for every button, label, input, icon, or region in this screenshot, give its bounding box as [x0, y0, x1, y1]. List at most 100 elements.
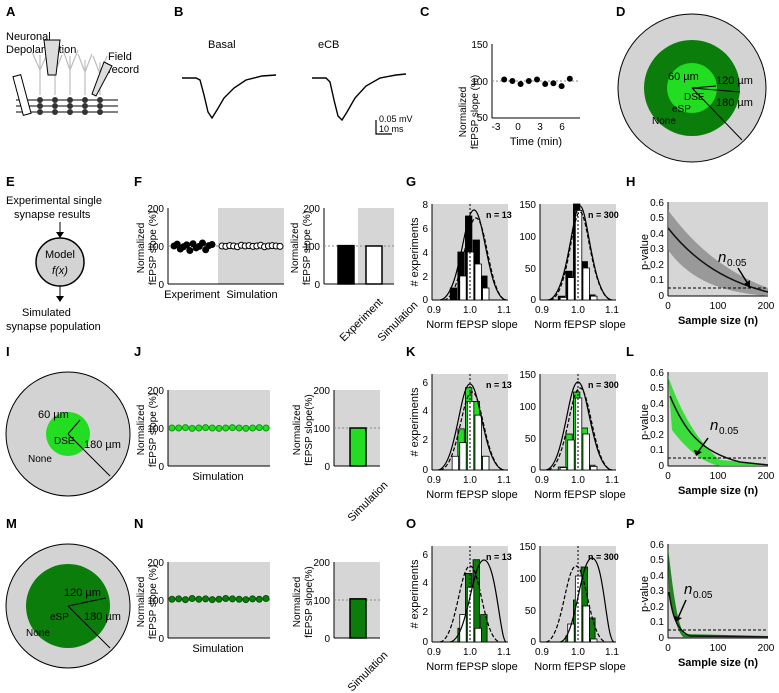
n-simulation-point — [242, 596, 250, 604]
o-left-ytick-2: 2 — [422, 607, 428, 618]
h-xtick-200: 200 — [758, 301, 775, 312]
l-ytick-0.4: 0.4 — [650, 399, 664, 410]
k-left-xtick-1.1: 1.1 — [497, 475, 511, 486]
n-simulation-point — [181, 596, 189, 604]
panel-j-chart: Normalized fEPSP slope (%) 200 100 0 Sim… — [136, 386, 390, 524]
g-left-ytick-4: 4 — [422, 248, 428, 259]
g-left-bar-simulation — [474, 263, 482, 301]
c-ytick-100: 100 — [471, 77, 488, 88]
f-ylabel-1: Normalized — [136, 223, 147, 274]
d-dse-label: DSE — [684, 92, 705, 103]
g-right-bar-simulation — [567, 277, 575, 301]
o-left-bar-control — [466, 586, 475, 643]
k-left-ytick-0: 0 — [422, 465, 428, 476]
f-cat-simulation: Simulation — [226, 289, 277, 301]
g-right-ytick-150: 150 — [519, 200, 536, 211]
n-ylabel-2: fEPSP slope (%) — [148, 565, 159, 639]
k-left-n-label: n = 13 — [486, 380, 512, 390]
panel-letter-k: K — [406, 344, 416, 359]
l-ytick-0.3: 0.3 — [650, 414, 664, 425]
g-right-xtick-1.0: 1.0 — [571, 305, 585, 316]
l-annot-arrowhead — [694, 450, 702, 456]
o-left-xtick-1.1: 1.1 — [497, 647, 511, 658]
i-r1-label: 60 µm — [38, 409, 69, 421]
i-r3-label: 180 µm — [84, 439, 121, 451]
h-xlabel: Sample size (n) — [678, 315, 758, 327]
c-point — [566, 75, 573, 82]
h-ci-band — [668, 210, 768, 296]
g-right-n-label: n = 300 — [588, 210, 619, 220]
h-annot-n: n — [718, 249, 726, 266]
n-bar-simulation — [349, 598, 367, 639]
p-ytick-0.6: 0.6 — [650, 540, 664, 551]
g-left-bar-simulation — [466, 251, 475, 301]
o-right-ytick-50: 50 — [525, 606, 537, 617]
n-simulation-point — [202, 595, 210, 603]
l-annot-sub: 0.05 — [719, 426, 739, 437]
o-left-ytick-6: 6 — [422, 550, 428, 561]
o-right-ytick-100: 100 — [519, 574, 536, 585]
p-xtick-100: 100 — [710, 643, 727, 654]
k-left-xtick-1.0: 1.0 — [463, 475, 477, 486]
n-ytick-100: 100 — [147, 596, 164, 607]
o-ylabel: # experiments — [409, 559, 421, 629]
j-right-ylabel-2: fEPSP slope(%) — [304, 394, 315, 466]
f-bars — [337, 244, 383, 285]
trace-basal — [182, 74, 277, 120]
g-left-fit-dashed — [443, 217, 507, 301]
n-simulation-point — [222, 594, 230, 602]
j-simulation-point — [222, 424, 230, 432]
j-simulation-point — [235, 424, 243, 432]
j-bar-simulation — [349, 427, 367, 467]
f-ytick-0: 0 — [158, 280, 164, 291]
panel-g-histograms: # experiments n = 13 8 6 4 2 0 0.9 1.0 1… — [409, 200, 626, 331]
synapse-dots — [37, 97, 103, 115]
stimulating-electrode — [12, 74, 32, 116]
f-ytick-100: 100 — [147, 242, 164, 253]
n-simulation-point — [195, 595, 203, 603]
e-top-line1: Experimental single — [6, 195, 102, 207]
panel-o-histograms: # experiments n = 13 6 4 2 0 0.9 1.0 1.1… — [409, 542, 626, 673]
model-circle — [35, 237, 85, 287]
h-annot-sub: 0.05 — [727, 258, 747, 269]
g-right-bar-simulation — [574, 209, 583, 301]
o-right-ytick-0: 0 — [530, 637, 536, 648]
c-data-points — [501, 75, 573, 90]
o-left-ytick-0: 0 — [422, 637, 428, 648]
f-simulation-point — [276, 242, 284, 250]
n-ytick-0: 0 — [158, 634, 164, 645]
l-xtick-100: 100 — [710, 471, 727, 482]
k-right-ytick-50: 50 — [525, 434, 537, 445]
m-r3-label: 180 µm — [84, 611, 121, 623]
panel-p-chart: p-value 0.6 0.5 0.4 0.3 0.2 0.1 0 0 100 … — [639, 540, 775, 669]
f-right-ylabel-1: Normalized — [290, 223, 301, 274]
j-ytick-100: 100 — [147, 424, 164, 435]
f-ytick-200: 200 — [147, 204, 164, 215]
k-left-bar-control — [474, 414, 482, 471]
e-arrowhead-in — [56, 232, 64, 238]
g-left-xtick-1.1: 1.1 — [497, 305, 511, 316]
o-left-bars — [457, 559, 488, 643]
k-right-ytick-150: 150 — [519, 370, 536, 381]
g-left-n-label: n = 13 — [486, 210, 512, 220]
k-right-bar-control — [574, 397, 583, 471]
d-esp-label: eSP — [672, 104, 691, 115]
c-xtick-6: 6 — [559, 122, 565, 133]
p-annot-arrow — [677, 599, 687, 619]
c-xtick-0: 0 — [515, 122, 521, 133]
c-point — [558, 83, 565, 90]
m-r2-label: 120 µm — [64, 587, 101, 599]
radius-120-line — [691, 87, 741, 93]
i-radius-180-line — [67, 433, 111, 477]
o-left-xtick-0.9: 0.9 — [427, 647, 441, 658]
h-ytick-0.2: 0.2 — [650, 260, 664, 271]
l-ylabel: p-value — [639, 404, 651, 440]
field-electrode — [91, 61, 113, 97]
h-ytick-0: 0 — [658, 291, 664, 302]
scale-ms-label: 10 ms — [379, 124, 404, 134]
j-simulation-point — [208, 424, 216, 432]
o-left-xtick-1.0: 1.0 — [463, 647, 477, 658]
o-right-xtick-1.0: 1.0 — [571, 647, 585, 658]
h-ytick-0.5: 0.5 — [650, 213, 664, 224]
l-ytick-0.1: 0.1 — [650, 445, 664, 456]
